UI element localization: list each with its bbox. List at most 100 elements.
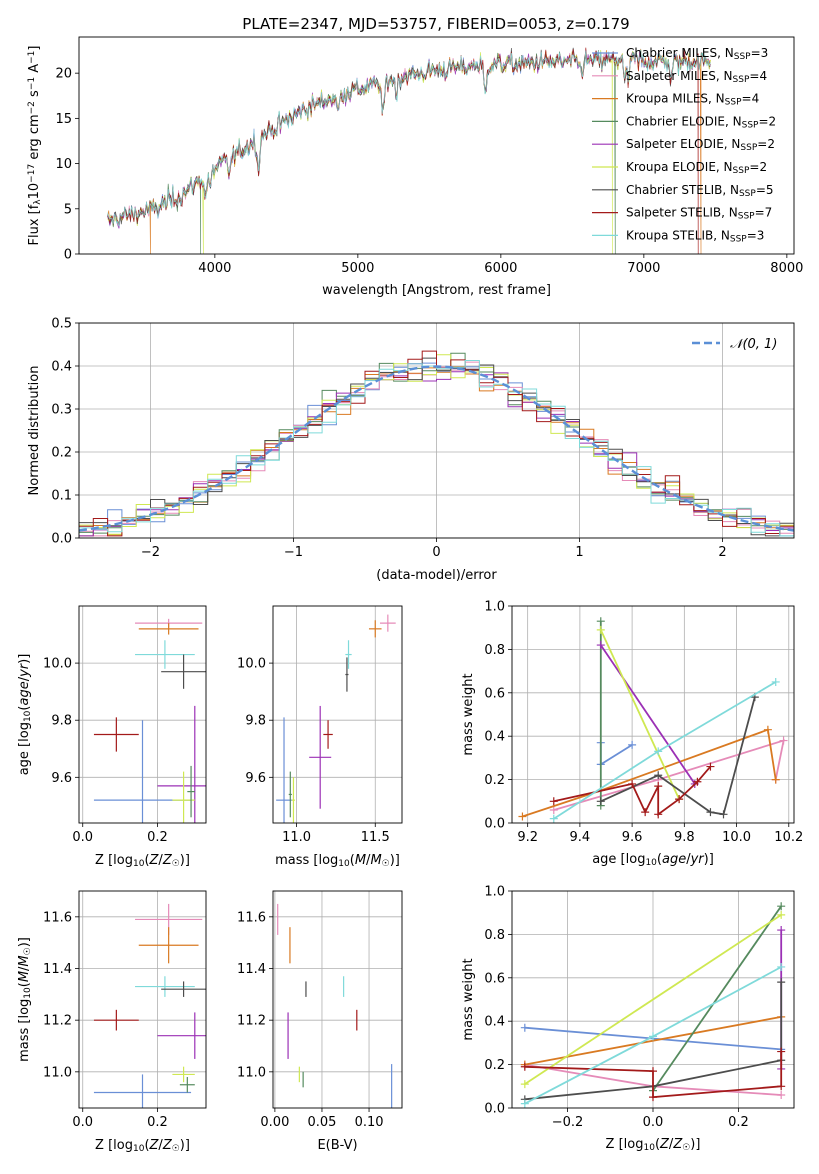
legend: Chabrier MILES, NSSP=3 Salpeter MILES, NS…	[592, 46, 776, 245]
x-tick-label: 5000	[341, 261, 374, 276]
panel-mass-age: 11.0 11.5 9.6 9.8 10.0 mass [log10(M/M☉)]	[237, 605, 403, 869]
errorbar-point	[179, 1077, 195, 1093]
plot-area-z-age	[79, 606, 206, 823]
y-axis-label: mass weight	[461, 958, 476, 1040]
weight-marker	[520, 1062, 529, 1071]
errorbar-point	[161, 981, 206, 997]
legend-entry: Chabrier MILES, NSSP=3	[626, 46, 768, 62]
y-axis-label: Normed distribution	[27, 366, 42, 496]
x-tick-label: 0.0	[72, 830, 93, 845]
y-tick-label: 0.4	[484, 730, 505, 745]
errorbar-point	[135, 976, 195, 997]
x-tick-label: 0.05	[307, 1115, 336, 1130]
weight-marker	[549, 797, 558, 806]
errorbar-point	[138, 927, 199, 964]
axes-frame	[272, 605, 403, 824]
x-tick-label: 10.2	[774, 830, 803, 845]
weight-marker	[520, 1099, 529, 1108]
x-tick-label: 11.5	[361, 830, 390, 845]
axes-z-mass: 0.0 0.2 11.0 11.2 11.4 11.6 Z [log10(Z/Z☉)] mas…	[17, 890, 207, 1154]
y-tick-label: 9.6	[51, 771, 72, 786]
weight-marker	[771, 677, 780, 686]
legend-entry: 𝒩(0, 1)	[730, 337, 777, 352]
x-tick-label: 7000	[627, 261, 660, 276]
errorbar-point	[93, 1074, 192, 1108]
weight-marker	[649, 1032, 657, 1041]
panel-z-weight: −0.2 0.0 0.2 0.0 0.2 0.4 0.6 0.8 1.0 Z [log10(Z/Z…	[461, 885, 795, 1153]
plot-area-age-weight	[512, 606, 794, 823]
weight-marker	[649, 1093, 657, 1102]
weight-marker	[520, 1080, 529, 1089]
weight-marker	[628, 740, 637, 749]
x-tick-label: 0.2	[147, 830, 168, 845]
x-tick-label: 0	[432, 545, 440, 560]
errorbar-point	[345, 640, 352, 669]
y-tick-label: 0.2	[51, 446, 72, 461]
errorbar-point	[345, 657, 349, 692]
y-axis-label: mass weight	[461, 673, 476, 755]
weight-line	[553, 739, 785, 811]
errorbar-point	[323, 720, 333, 749]
errorbar-point	[379, 614, 396, 632]
weight-marker	[706, 808, 715, 817]
y-tick-label: 0.0	[51, 532, 72, 547]
weight-marker	[549, 805, 558, 814]
axes-frame	[78, 605, 207, 824]
y-tick-label: 1.0	[484, 600, 505, 615]
figure-title: PLATE=2347, MJD=53757, FIBERID=0053, z=0…	[242, 15, 629, 33]
weight-marker	[719, 810, 728, 819]
weight-marker	[706, 762, 715, 771]
panel-z-age: 0.0 0.2 9.6 9.8 10.0 Z [log10(Z/Z☉)] age [log1…	[17, 605, 207, 869]
weight-marker	[649, 1067, 657, 1076]
errorbar-point	[157, 705, 206, 823]
weight-marker	[777, 1047, 786, 1056]
errorbar-point	[288, 771, 292, 818]
y-tick-label: 11.4	[43, 962, 72, 977]
weight-marker	[763, 725, 772, 734]
weight-marker	[777, 910, 786, 919]
errorbar-point	[276, 717, 292, 823]
x-tick-label: 6000	[484, 261, 517, 276]
y-tick-label: 9.8	[51, 714, 72, 729]
y-tick-label: 15	[55, 112, 72, 127]
axes-mass-age: 11.0 11.5 9.6 9.8 10.0 mass [log10(M/M☉)]	[237, 605, 403, 869]
errorbar-point	[157, 1012, 206, 1059]
weight-marker	[771, 775, 780, 784]
weight-line	[652, 905, 782, 1092]
weight-marker	[596, 797, 605, 806]
weight-marker	[654, 747, 663, 756]
y-tick-label: 0.2	[484, 1058, 505, 1073]
x-tick-label: 9.2	[517, 830, 538, 845]
plot-area-mass-age	[273, 606, 402, 823]
errorbar-point	[135, 640, 195, 669]
y-tick-label: 0.4	[484, 1015, 505, 1030]
weight-marker	[549, 814, 558, 823]
x-tick-label: 0.2	[147, 1115, 168, 1130]
y-tick-label: 10	[55, 157, 72, 172]
x-tick-label: 9.8	[674, 830, 695, 845]
legend-entry: Kroupa ELODIE, NSSP=2	[626, 160, 767, 176]
weight-marker	[596, 641, 605, 650]
errorbar-point	[93, 717, 139, 752]
weight-marker	[628, 779, 637, 788]
spectrum-line-5	[107, 49, 711, 254]
weight-marker	[777, 902, 786, 911]
y-tick-label: 11.0	[237, 1065, 266, 1080]
x-tick-label: 0.10	[355, 1115, 384, 1130]
spectrum-line-0	[107, 50, 711, 228]
weight-line	[524, 982, 783, 1101]
axes-age-weight: 9.2 9.4 9.6 9.8 10.0 10.2 0.0 0.2 0.4 0.6 0.8 1.0 ag…	[461, 600, 803, 869]
y-axis-label: mass [log10(M/M☉)]	[17, 937, 33, 1062]
plot-area-residuals	[79, 323, 794, 538]
weight-marker	[654, 771, 663, 780]
x-tick-label: −1	[284, 545, 303, 560]
y-tick-label: 0.0	[484, 817, 505, 832]
y-tick-label: 0.2	[484, 773, 505, 788]
weight-marker	[777, 962, 786, 971]
y-tick-label: 11.0	[43, 1065, 72, 1080]
weight-line	[553, 681, 777, 820]
weight-marker	[520, 1023, 529, 1032]
x-tick-label: 2	[718, 545, 726, 560]
x-tick-label: 0.2	[728, 1115, 749, 1130]
